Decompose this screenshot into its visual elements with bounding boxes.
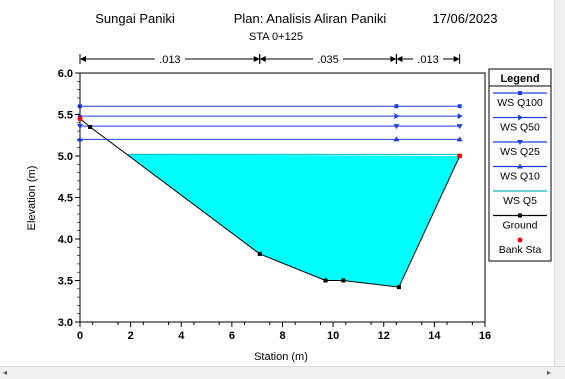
scroll-right-arrow-icon[interactable]: ▸ (546, 368, 551, 377)
bank-station-point (457, 153, 463, 159)
legend-title: Legend (500, 73, 539, 85)
plot-area (77, 72, 486, 323)
ground-point (396, 285, 401, 290)
legend-label-ground: Ground (502, 220, 537, 232)
legend-label-ws-q50: WS Q50 (500, 122, 540, 134)
legend-label-bank-sta: Bank Sta (499, 244, 542, 256)
manning-label-bg (154, 53, 185, 65)
ground-point (341, 278, 346, 283)
y-tick-label: 5.0 (58, 151, 73, 163)
ws-q10-point (77, 136, 83, 142)
vertical-scrollbar[interactable] (554, 0, 565, 379)
y-tick-label: 5.5 (58, 110, 73, 122)
legend-marker-ws-q25 (517, 140, 523, 145)
water-area (126, 154, 460, 288)
ground-point (323, 278, 328, 283)
date-title: 17/06/2023 (432, 11, 497, 26)
x-tick-label: 0 (77, 330, 83, 342)
ws-q25-point (77, 124, 83, 130)
y-tick-label: 4.0 (58, 234, 73, 246)
y-tick-label: 3.5 (58, 276, 73, 288)
river-title: Sungai Paniki (95, 11, 175, 26)
x-tick-label: 10 (327, 330, 339, 342)
ws-q10-point (456, 136, 463, 142)
ws-q10-point (393, 136, 400, 142)
manning-arrow-left (80, 56, 86, 62)
legend: Legend WS Q100 WS Q50 WS Q25 WS Q10 WS Q5 Grou… (488, 68, 552, 262)
x-tick-label: 8 (279, 330, 285, 342)
legend-marker-ws-q50 (518, 114, 523, 121)
bank-station-point (77, 116, 83, 122)
ws-q100-point (394, 104, 399, 109)
x-tick-label: 6 (229, 330, 235, 342)
manning-arrow-right (253, 56, 260, 62)
x-axis-label: Station (m) (254, 351, 308, 363)
manning-arrow-left (396, 56, 403, 62)
plan-title: Plan: Analisis Aliran Paniki (234, 11, 387, 26)
legend-swatch-bank-sta (517, 237, 523, 243)
y-tick-label: 6.0 (58, 68, 73, 80)
y-tick-label: 4.5 (58, 193, 73, 205)
manning-label: .013 (417, 54, 438, 66)
x-tick-label: 2 (128, 330, 134, 342)
ground-point (88, 124, 93, 129)
legend-marker-ws-q100 (518, 91, 522, 95)
ws-q25-point (456, 124, 463, 130)
ws-q25-point (393, 124, 400, 130)
manning-label-bg (413, 53, 444, 65)
x-tick-label: 16 (479, 330, 491, 342)
y-axis-label: Elevation (m) (26, 166, 38, 231)
manning-label: .013 (159, 54, 180, 66)
legend-marker-ground (518, 213, 522, 218)
x-tick-label: 4 (178, 330, 185, 342)
manning-arrow-right (390, 56, 397, 62)
manning-arrow-right (453, 56, 460, 62)
ws-q50-point (457, 113, 463, 120)
legend-label-ws-q25: WS Q25 (500, 146, 540, 158)
horizontal-scrollbar[interactable]: ◂ ▸ (0, 366, 565, 379)
ws-q50-point (394, 113, 400, 120)
manning-label-bg (313, 53, 344, 65)
manning-label: .035 (317, 54, 338, 66)
x-tick-label: 14 (428, 330, 441, 342)
legend-marker-ws-q10 (517, 163, 523, 169)
x-tick-label: 12 (378, 330, 390, 342)
axes: 0 2 4 6 8 10 12 14 16 3.0 3.5 4.0 4.5 5.0 5.5 6.0 (58, 68, 491, 342)
manning-n-annotations: .013 .035 .013 (79, 53, 461, 66)
legend-label-ws-q5: WS Q5 (503, 195, 537, 207)
y-tick-label: 3.0 (58, 317, 73, 329)
ws-q100-point (457, 104, 462, 109)
ground-point (257, 251, 262, 256)
scroll-left-arrow-icon[interactable]: ◂ (3, 368, 8, 377)
station-title: STA 0+125 (249, 31, 303, 43)
legend-label-ws-q10: WS Q10 (500, 171, 540, 183)
legend-label-ws-q100: WS Q100 (497, 97, 543, 109)
manning-arrow-left (259, 56, 266, 62)
